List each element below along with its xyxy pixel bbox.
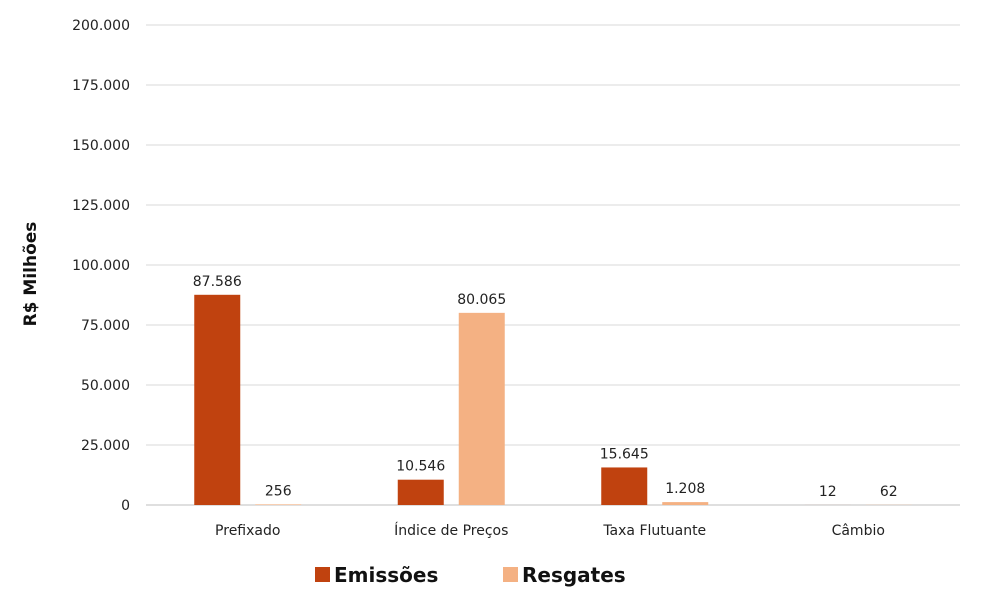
legend-swatch [503, 567, 518, 582]
y-axis-label: R$ Milhões [21, 222, 41, 327]
y-axis-ticks: 0 25.000 50.000 75.000 100.000 125.000 150.000… [72, 18, 130, 514]
data-label: 256 [265, 483, 292, 499]
bar-resgates [662, 502, 708, 505]
x-tick-label: Câmbio [832, 523, 885, 539]
data-label: 12 [819, 484, 837, 500]
x-tick-label: Taxa Flutuante [602, 523, 706, 539]
y-tick-label: 100.000 [72, 258, 130, 274]
bar-emissoes [398, 480, 444, 505]
bars [194, 295, 912, 505]
legend-swatch [315, 567, 330, 582]
x-tick-label: Índice de Preços [394, 522, 508, 539]
gridlines [146, 25, 960, 505]
y-tick-label: 0 [121, 498, 130, 514]
data-label: 15.645 [600, 446, 649, 462]
legend: Emissões Resgates [315, 563, 626, 587]
y-tick-label: 75.000 [81, 318, 130, 334]
data-labels: 87.586 256 10.546 80.065 15.645 1.208 12 62 [193, 274, 898, 500]
y-tick-label: 175.000 [72, 78, 130, 94]
data-label: 80.065 [457, 292, 506, 308]
y-tick-label: 200.000 [72, 18, 130, 34]
y-tick-label: 50.000 [81, 378, 130, 394]
data-label: 10.546 [396, 459, 445, 475]
bar-emissoes [194, 295, 240, 505]
x-tick-label: Prefixado [215, 523, 280, 539]
bar-resgates [255, 504, 301, 505]
bar-resgates [459, 313, 505, 505]
data-label: 62 [880, 484, 898, 500]
legend-label: Resgates [522, 563, 626, 587]
bar-emissoes [601, 467, 647, 505]
x-axis-categories: Prefixado Índice de Preços Taxa Flutuante C… [215, 522, 885, 539]
data-label: 87.586 [193, 274, 242, 290]
y-tick-label: 125.000 [72, 198, 130, 214]
legend-label: Emissões [334, 563, 438, 587]
y-tick-label: 25.000 [81, 438, 130, 454]
y-tick-label: 150.000 [72, 138, 130, 154]
data-label: 1.208 [665, 481, 705, 497]
